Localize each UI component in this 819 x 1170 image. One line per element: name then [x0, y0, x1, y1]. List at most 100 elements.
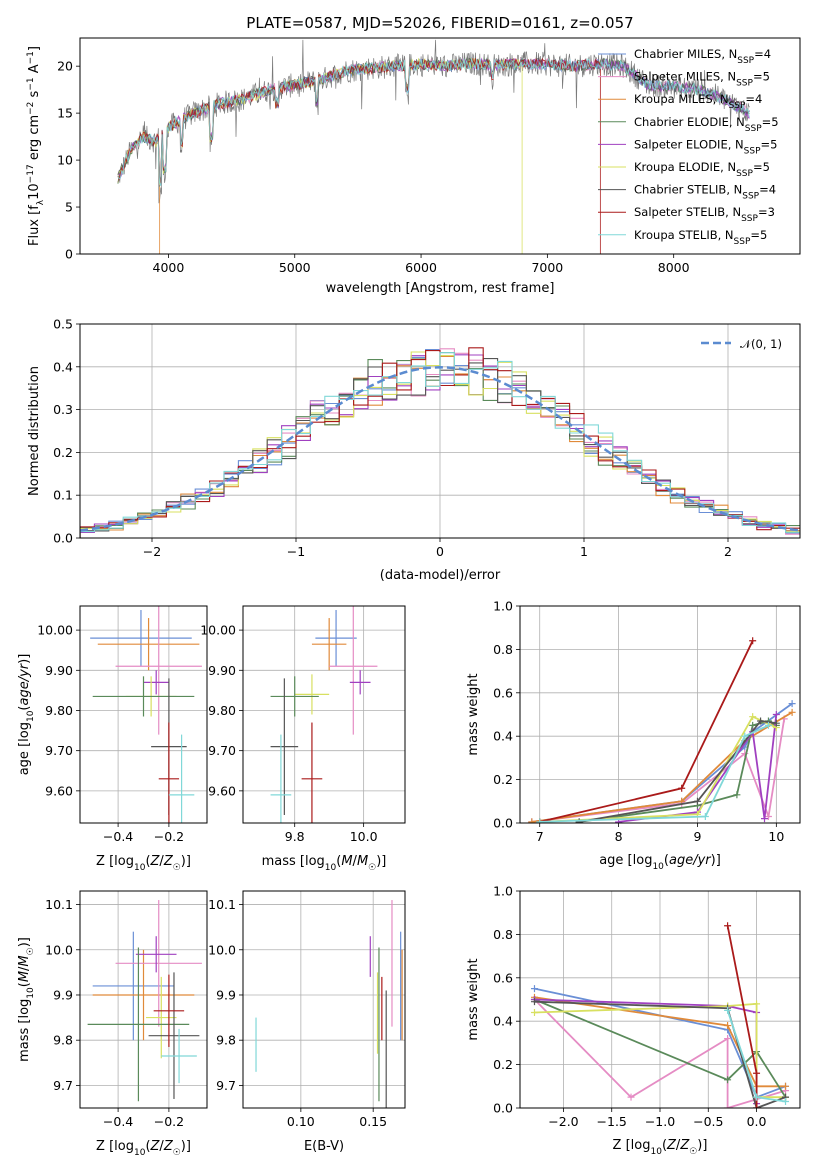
point-marker: [701, 812, 709, 820]
plot-area-mass-age: [270, 606, 378, 823]
x-tick-label: 7000: [531, 260, 563, 275]
x-axis-label: (data-model)/error: [380, 568, 501, 583]
x-axis-label: Z [log10(Z/Z☉)]: [613, 1138, 708, 1157]
axes-frame: [79, 323, 801, 539]
point-marker: [764, 721, 772, 729]
y-tick-label: 1.0: [493, 884, 513, 899]
point-marker: [724, 1035, 732, 1043]
y-tick-label: 10.00: [37, 623, 73, 638]
y-tick-label: 9.70: [208, 743, 236, 758]
y-tick-label: 10.0: [208, 942, 236, 957]
y-tick-label: 9.90: [208, 663, 236, 678]
y-tick-label: 0.4: [493, 729, 513, 744]
y-tick-label: 9.9: [216, 987, 236, 1002]
x-tick-label: −0.2: [154, 829, 184, 844]
legend-label: Salpeter ELODIE, NSSP=5: [634, 137, 777, 156]
x-axis-label: age [log10(age/yr)]: [599, 853, 721, 872]
y-tick-label: 9.7: [53, 1078, 73, 1093]
y-tick-label: 0.1: [53, 488, 73, 503]
y-tick-label: 0.2: [493, 772, 513, 787]
y-tick-label: 10.00: [200, 623, 236, 638]
x-tick-label: 9.8: [285, 829, 305, 844]
axes-frame: [79, 605, 208, 824]
point-marker: [788, 708, 796, 716]
panel-residuals: −2 −1 0 1 2 0.0 0.1 0.2 0.3 0.4 0.5 (data-model)/er…: [27, 317, 801, 583]
point-marker: [627, 1093, 635, 1101]
x-tick-label: 8000: [658, 260, 690, 275]
x-tick-label: 2: [724, 544, 732, 559]
model-line-kroupa-stelib: [117, 57, 750, 186]
y-tick-label: 0.4: [493, 1014, 513, 1029]
y-tick-label: 0.2: [53, 445, 73, 460]
y-axis-label: age [log10(age/yr)]: [17, 654, 36, 776]
point-marker: [678, 784, 686, 792]
x-tick-label: −0.4: [103, 1114, 133, 1129]
point-marker: [753, 1104, 761, 1108]
plot-area-residuals: [80, 347, 800, 538]
y-tick-label: 9.7: [216, 1078, 236, 1093]
y-tick-label: 9.80: [45, 703, 73, 718]
point-marker: [693, 797, 701, 805]
x-axis-label: wavelength [Angstrom, rest frame]: [326, 281, 555, 296]
y-tick-label: 0.6: [493, 970, 513, 985]
y-tick-label: 9.80: [208, 703, 236, 718]
y-tick-label: 10.0: [45, 942, 73, 957]
x-tick-label: 7: [536, 829, 544, 844]
point-marker: [782, 1097, 790, 1105]
legend-label: Kroupa MILES, NSSP=4: [634, 92, 762, 111]
plot-area-spectrum: [117, 39, 750, 254]
x-axis-label: Z [log10(Z/Z☉)]: [96, 854, 191, 873]
point-marker: [749, 721, 757, 729]
x-tick-label: 9: [693, 829, 701, 844]
y-tick-label: 0.5: [53, 317, 73, 332]
model-line-kroupa-elodie: [117, 57, 523, 254]
y-tick-label: 0.4: [53, 359, 73, 374]
point-marker: [530, 1009, 538, 1017]
x-tick-label: 0: [436, 544, 444, 559]
panel-z-age: −0.4 −0.2 9.60 9.70 9.80 9.90 10.00 Z [log10(Z/…: [17, 605, 208, 873]
panel-z-weight: −2.0 −1.5 −1.0 −0.5 0.0 0.0 0.2 0.4 0.6 0.8 1.0 Z […: [466, 884, 801, 1157]
y-axis-label: mass weight: [466, 958, 481, 1040]
y-tick-label: 0.0: [493, 1101, 513, 1116]
y-tick-label: 0: [65, 247, 73, 262]
plot-area-ebv-mass: [255, 900, 403, 1108]
x-tick-label: 1: [580, 544, 588, 559]
panel-mass-age: 9.8 10.0 9.60 9.70 9.80 9.90 10.00 mass [log10(…: [200, 605, 406, 873]
legend-label: Salpeter MILES, NSSP=5: [634, 70, 770, 89]
y-axis-label: Flux [fλ10−17 erg cm−2 s−1 A−1]: [26, 46, 46, 246]
x-tick-label: 6000: [405, 260, 437, 275]
x-axis-label: mass [log10(M/M☉)]: [262, 854, 387, 873]
point-marker: [772, 719, 780, 727]
point-marker: [749, 713, 757, 721]
x-tick-label: −2.0: [548, 1114, 578, 1129]
y-tick-label: 9.9: [53, 987, 73, 1002]
point-marker: [782, 1082, 790, 1090]
point-marker: [724, 922, 732, 930]
x-tick-label: −0.4: [103, 829, 133, 844]
point-marker: [733, 791, 741, 799]
x-tick-label: 10: [768, 829, 784, 844]
x-tick-label: 0.15: [359, 1114, 387, 1129]
x-tick-label: −1: [287, 544, 305, 559]
y-tick-label: 9.8: [216, 1033, 236, 1048]
y-tick-label: 0.6: [493, 685, 513, 700]
x-axis-label: E(B-V): [304, 1139, 344, 1154]
weight-line-kroupa-stelib: [539, 724, 769, 823]
x-tick-label: −0.2: [154, 1114, 184, 1129]
x-tick-label: −1.5: [597, 1114, 627, 1129]
x-tick-label: −0.5: [693, 1114, 723, 1129]
y-tick-label: 10.1: [208, 897, 236, 912]
y-tick-label: 9.60: [208, 783, 236, 798]
gaussian-curve: [80, 366, 800, 532]
axes-frame: [242, 605, 406, 824]
y-tick-label: 0.0: [493, 816, 513, 831]
model-line-chabrier-stelib: [117, 57, 750, 181]
x-tick-label: 4000: [153, 260, 185, 275]
y-tick-label: 0.8: [493, 927, 513, 942]
panel-z-mass: −0.4 −0.2 9.7 9.8 9.9 10.0 10.1 Z [log10(Z/Z☉)]…: [17, 890, 208, 1158]
weight-line-chabrier-elodie: [534, 998, 787, 1098]
weight-line-salpeter-stelib: [539, 640, 754, 823]
point-marker: [575, 818, 583, 823]
point-marker: [724, 1022, 732, 1030]
legend-label: Kroupa ELODIE, NSSP=5: [634, 160, 770, 179]
